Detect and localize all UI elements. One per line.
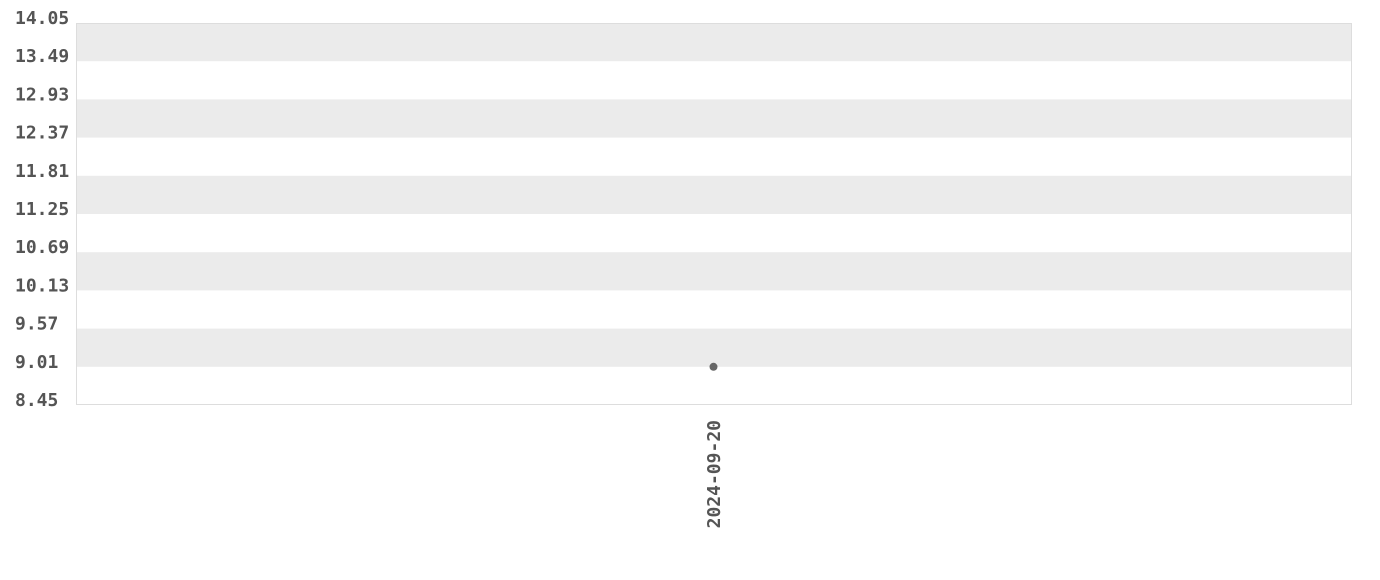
y-tick-label: 14.05	[15, 8, 69, 29]
y-tick-label: 9.57	[15, 314, 58, 335]
y-tick-label: 10.13	[15, 275, 69, 296]
y-tick-label: 11.81	[15, 161, 69, 182]
grid-band	[76, 23, 1352, 62]
y-tick-label: 10.69	[15, 237, 69, 258]
y-tick-label: 12.37	[15, 123, 69, 144]
y-tick-label: 8.45	[15, 390, 58, 411]
grid-bands	[76, 23, 1352, 367]
y-tick-label: 9.01	[15, 352, 58, 373]
data-points	[709, 362, 718, 371]
x-axis: 2024-09-20	[704, 420, 725, 528]
plot-frame	[76, 23, 1352, 405]
grid-band	[76, 252, 1352, 291]
x-tick-label: 2024-09-20	[704, 420, 725, 528]
grid-band	[76, 328, 1352, 367]
y-axis: 8.45 9.01 9.57 10.13 10.69 11.25 11.81 12.37 12.…	[15, 8, 69, 411]
y-tick-label: 13.49	[15, 46, 69, 67]
y-tick-label: 12.93	[15, 84, 69, 105]
data-point	[709, 362, 718, 371]
grid-band	[76, 99, 1352, 138]
y-tick-label: 11.25	[15, 199, 69, 220]
grid-band	[76, 175, 1352, 214]
